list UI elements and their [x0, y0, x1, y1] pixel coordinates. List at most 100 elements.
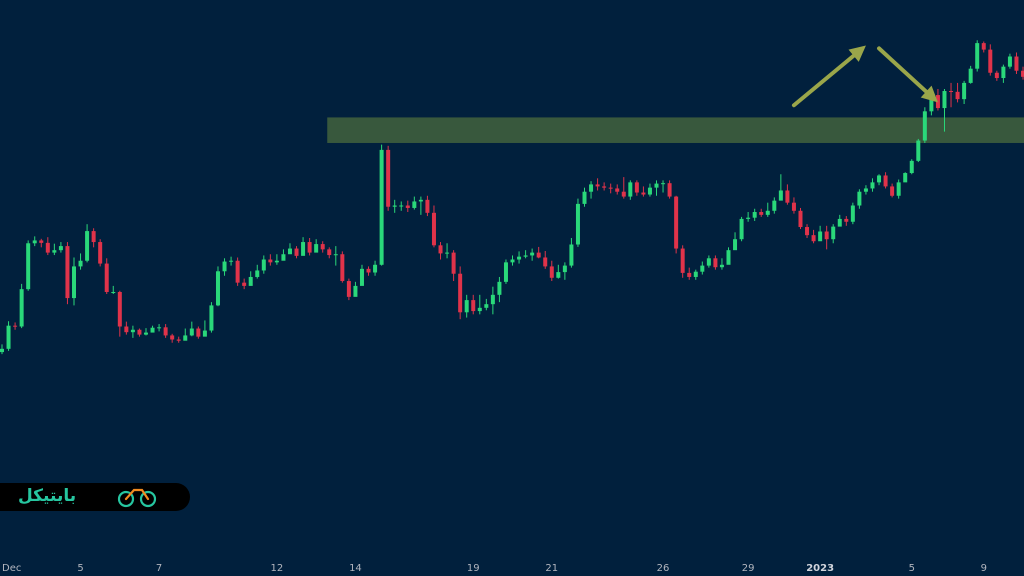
candle-body [209, 305, 214, 331]
candle-body [877, 175, 882, 183]
arrow-head [920, 85, 938, 103]
candle-body [497, 281, 502, 295]
candle [890, 183, 895, 198]
candle [968, 65, 973, 84]
candle [65, 242, 70, 305]
candle [327, 247, 332, 259]
candle [746, 212, 751, 222]
candle-body [968, 68, 973, 83]
candle [1014, 52, 1019, 74]
candle [536, 246, 541, 259]
candle-body [1001, 66, 1006, 79]
candle [26, 240, 31, 291]
candle [124, 321, 129, 335]
candle-body [824, 231, 829, 240]
candle-body [13, 325, 18, 327]
candle [202, 320, 207, 337]
candle [857, 189, 862, 209]
candle-body [0, 348, 4, 353]
candle-body [445, 252, 450, 254]
candle [229, 256, 234, 266]
candle [52, 243, 57, 256]
candle [785, 184, 790, 205]
candle [255, 264, 260, 279]
candle-body [261, 259, 266, 271]
candle [824, 225, 829, 250]
candle-body [235, 260, 240, 283]
support-resistance-zone-layer [327, 117, 1024, 143]
brand-name: بایتیکل [18, 486, 77, 506]
candle [530, 248, 535, 261]
candle-body [65, 246, 70, 299]
candle [111, 285, 116, 295]
candle [477, 294, 482, 315]
candle [287, 243, 292, 255]
candle [98, 239, 103, 267]
candle [307, 237, 312, 256]
candle [883, 172, 888, 189]
candle [818, 225, 823, 242]
candle-body [955, 91, 960, 100]
candle-body [418, 199, 423, 202]
candle-body [438, 245, 443, 254]
candle-body [183, 335, 188, 341]
candle-body [255, 270, 260, 277]
candle [870, 178, 875, 192]
candle-body [301, 242, 306, 256]
candle [569, 237, 574, 268]
candle [294, 246, 299, 259]
candle [962, 80, 967, 105]
candle-body [693, 271, 698, 277]
candle-body [143, 332, 148, 335]
candle-body [863, 188, 868, 192]
x-tick-label: 5 [77, 563, 83, 574]
candle-body [935, 95, 940, 109]
candle-body [340, 254, 345, 282]
candle [379, 144, 384, 266]
candle-body [569, 244, 574, 266]
candle [752, 208, 757, 221]
candle-body [287, 248, 292, 255]
candle [261, 255, 266, 274]
candle-body [543, 257, 548, 267]
candle [1021, 66, 1024, 80]
candle [634, 180, 639, 196]
candle [333, 246, 338, 266]
candle [922, 107, 927, 143]
candle-body [641, 192, 646, 195]
candle [582, 187, 587, 207]
candle [706, 255, 711, 268]
candle-body [916, 140, 921, 161]
candle-body [589, 184, 594, 192]
candle [196, 326, 201, 339]
x-tick-label: 9 [981, 563, 987, 574]
candle-body [772, 200, 777, 211]
candle [314, 239, 319, 253]
candle-body [229, 260, 234, 262]
candle-body [667, 183, 672, 197]
candle [458, 266, 463, 320]
candle [274, 254, 279, 265]
candle [176, 336, 181, 343]
candle-body [674, 196, 679, 249]
candle [726, 247, 731, 265]
arrow-shaft [877, 46, 929, 94]
brand-logo: بایتیکل [0, 483, 190, 511]
candle [602, 182, 607, 191]
candle [386, 145, 391, 211]
candle [621, 177, 626, 199]
candle [1001, 64, 1006, 83]
candle-body [386, 149, 391, 207]
candle [45, 237, 50, 256]
candle-body [19, 289, 24, 327]
candle-body [942, 91, 947, 109]
candle-body [608, 187, 613, 189]
candle-body [484, 304, 489, 308]
candle [942, 88, 947, 132]
candle-body [1014, 56, 1019, 71]
candle [667, 180, 672, 199]
candle-body [831, 226, 836, 240]
candle-body [549, 266, 554, 278]
candle [392, 199, 397, 213]
candle-body [124, 326, 129, 333]
